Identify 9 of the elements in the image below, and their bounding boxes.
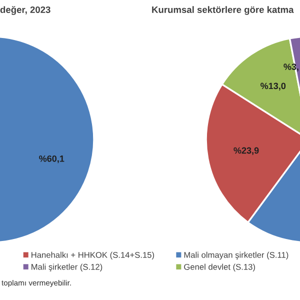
legend-label: Mali olmayan şirketler (S.11) — [184, 252, 288, 260]
data-label: %23,9 — [234, 147, 259, 155]
legend-label: Genel devlet (S.13) — [184, 264, 255, 272]
data-label: %13,0 — [260, 82, 286, 90]
chart-title: Kurumsal sektörlere göre katma — [152, 6, 294, 15]
chart-title: değer, 2023 — [0, 6, 50, 15]
legend-label: Hanehalkı + HHKOK (S.14+S.15) — [32, 252, 154, 260]
data-label: %60,1 — [39, 155, 64, 164]
legend-label: Mali şirketler (S.12) — [32, 264, 102, 272]
